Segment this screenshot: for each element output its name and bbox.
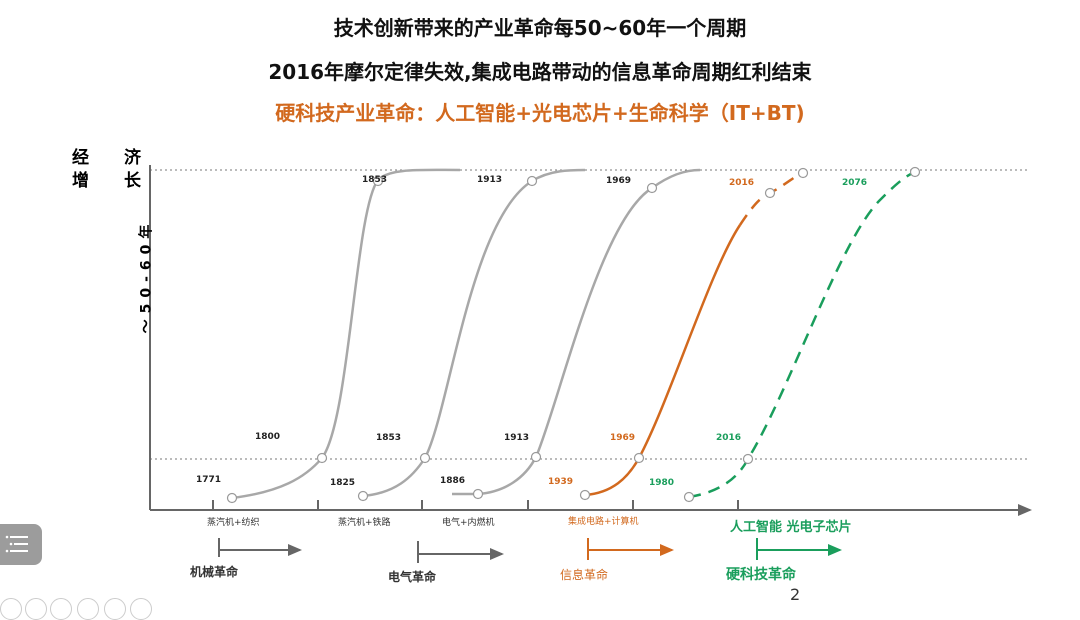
revolution-arrows <box>218 538 842 563</box>
revolution-label-mechanical: 机械革命 <box>190 565 239 579</box>
list-icon <box>5 535 28 553</box>
y-label-zhang: 长 <box>124 171 141 191</box>
tech-label: 人工智能 光电子芯片 <box>730 520 852 535</box>
tech-label: 电气+内燃机 <box>442 518 495 528</box>
title-line-1: 技术创新带来的产业革命每50~60年一个周期 <box>333 16 747 40</box>
year-label: 2016 <box>729 178 755 188</box>
page-number: 2 <box>790 585 801 604</box>
year-label: 1969 <box>610 433 636 443</box>
y-label-ji: 济 <box>124 148 141 168</box>
curve-markers <box>226 166 921 504</box>
year-label: 1886 <box>440 476 466 486</box>
title-line-2: 2016年摩尔定律失效,集成电路带动的信息革命周期红利结束 <box>268 60 812 84</box>
title-line-3: 硬科技产业革命：人工智能+光电芯片+生命科学（IT+BT) <box>275 101 805 125</box>
next-icon[interactable] <box>25 598 47 620</box>
curve-information-orange <box>584 224 742 497</box>
tech-label: 蒸汽机+铁路 <box>338 518 391 528</box>
year-label: 1771 <box>196 475 222 485</box>
revolution-label-electrical: 电气革命 <box>388 570 437 584</box>
tech-label: 集成电路+计算机 <box>568 517 639 527</box>
revolution-label-hardtech: 硬科技革命 <box>726 567 796 583</box>
year-label: 1825 <box>330 478 356 488</box>
curve-hardtech <box>688 170 916 499</box>
year-label: 1980 <box>649 478 675 488</box>
x-ticks <box>212 500 739 510</box>
year-label: 1939 <box>548 477 574 487</box>
slides-icon[interactable] <box>77 598 99 620</box>
zoom-icon[interactable] <box>104 598 126 620</box>
curve-mechanical <box>231 168 461 500</box>
y-label-zeng: 增 <box>72 171 89 191</box>
prev-icon[interactable] <box>0 598 22 620</box>
curve-information <box>452 168 701 496</box>
pen-icon[interactable] <box>50 598 72 620</box>
period-label: ～50-60年 <box>138 218 155 334</box>
y-label-jing: 经 <box>72 148 89 168</box>
year-label: 2076 <box>842 178 868 188</box>
year-label: 1913 <box>477 175 503 185</box>
outline-toggle-button[interactable] <box>0 524 42 565</box>
curve-electrical <box>362 168 586 498</box>
year-label: 1853 <box>362 175 388 185</box>
year-label: 1853 <box>376 433 402 443</box>
year-label: 1800 <box>255 432 281 442</box>
tech-label: 蒸汽机+纺织 <box>207 518 260 528</box>
year-label: 1913 <box>504 433 530 443</box>
year-label: 2016 <box>716 433 742 443</box>
year-label: 1969 <box>606 176 632 186</box>
revolution-label-information: 信息革命 <box>560 568 609 582</box>
more-icon[interactable] <box>130 598 152 620</box>
